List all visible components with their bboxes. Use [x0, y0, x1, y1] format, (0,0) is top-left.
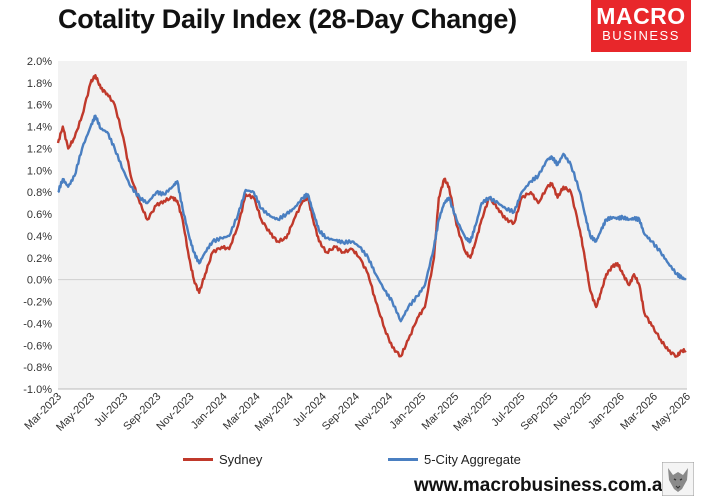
plot-area	[58, 61, 687, 389]
legend-label-aggregate: 5-City Aggregate	[424, 452, 521, 467]
macrobusiness-logo: MACRO BUSINESS	[591, 0, 691, 52]
y-tick-label: 1.6%	[27, 100, 52, 112]
y-tick-label: 1.8%	[27, 78, 52, 90]
legend-swatch-sydney	[183, 458, 213, 461]
x-axis: Mar-2023May-2023Jul-2023Sep-2023Nov-2023…	[22, 391, 693, 434]
wolf-logo-icon	[662, 462, 694, 496]
logo-line-1: MACRO	[596, 3, 686, 29]
y-tick-label: -0.6%	[23, 340, 52, 352]
y-tick-label: -0.8%	[23, 362, 52, 374]
legend-label-sydney: Sydney	[219, 452, 263, 467]
y-tick-label: 1.0%	[27, 165, 52, 177]
legend-item-sydney: Sydney	[183, 452, 262, 467]
y-tick-label: 2.0%	[27, 56, 52, 68]
y-tick-label: 1.4%	[27, 122, 52, 134]
legend-swatch-aggregate	[388, 458, 418, 461]
y-tick-label: 0.0%	[27, 275, 52, 287]
series-line-5-city-aggregate	[57, 114, 687, 323]
footer-url: www.macrobusiness.com.au	[414, 475, 675, 496]
page-title: Cotality Daily Index (28-Day Change)	[58, 4, 517, 34]
y-tick-label: 1.2%	[27, 143, 52, 155]
y-axis: 2.0% 1.8% 1.6% 1.4% 1.2% 1.0% 0.8% 0.6% 0.4% 0.2%…	[23, 56, 52, 396]
y-tick-label: 0.8%	[27, 187, 52, 199]
y-tick-label: 0.2%	[27, 253, 52, 265]
y-tick-label: -0.2%	[23, 297, 52, 309]
y-tick-label: 0.6%	[27, 209, 52, 221]
y-tick-label: 0.4%	[27, 231, 52, 243]
logo-line-2: BUSINESS	[602, 28, 680, 43]
y-tick-label: -0.4%	[23, 318, 52, 330]
series-line-sydney	[56, 74, 687, 358]
legend-item-aggregate: 5-City Aggregate	[388, 452, 521, 467]
y-tick-label: -1.0%	[23, 384, 52, 396]
series-group	[56, 74, 687, 358]
